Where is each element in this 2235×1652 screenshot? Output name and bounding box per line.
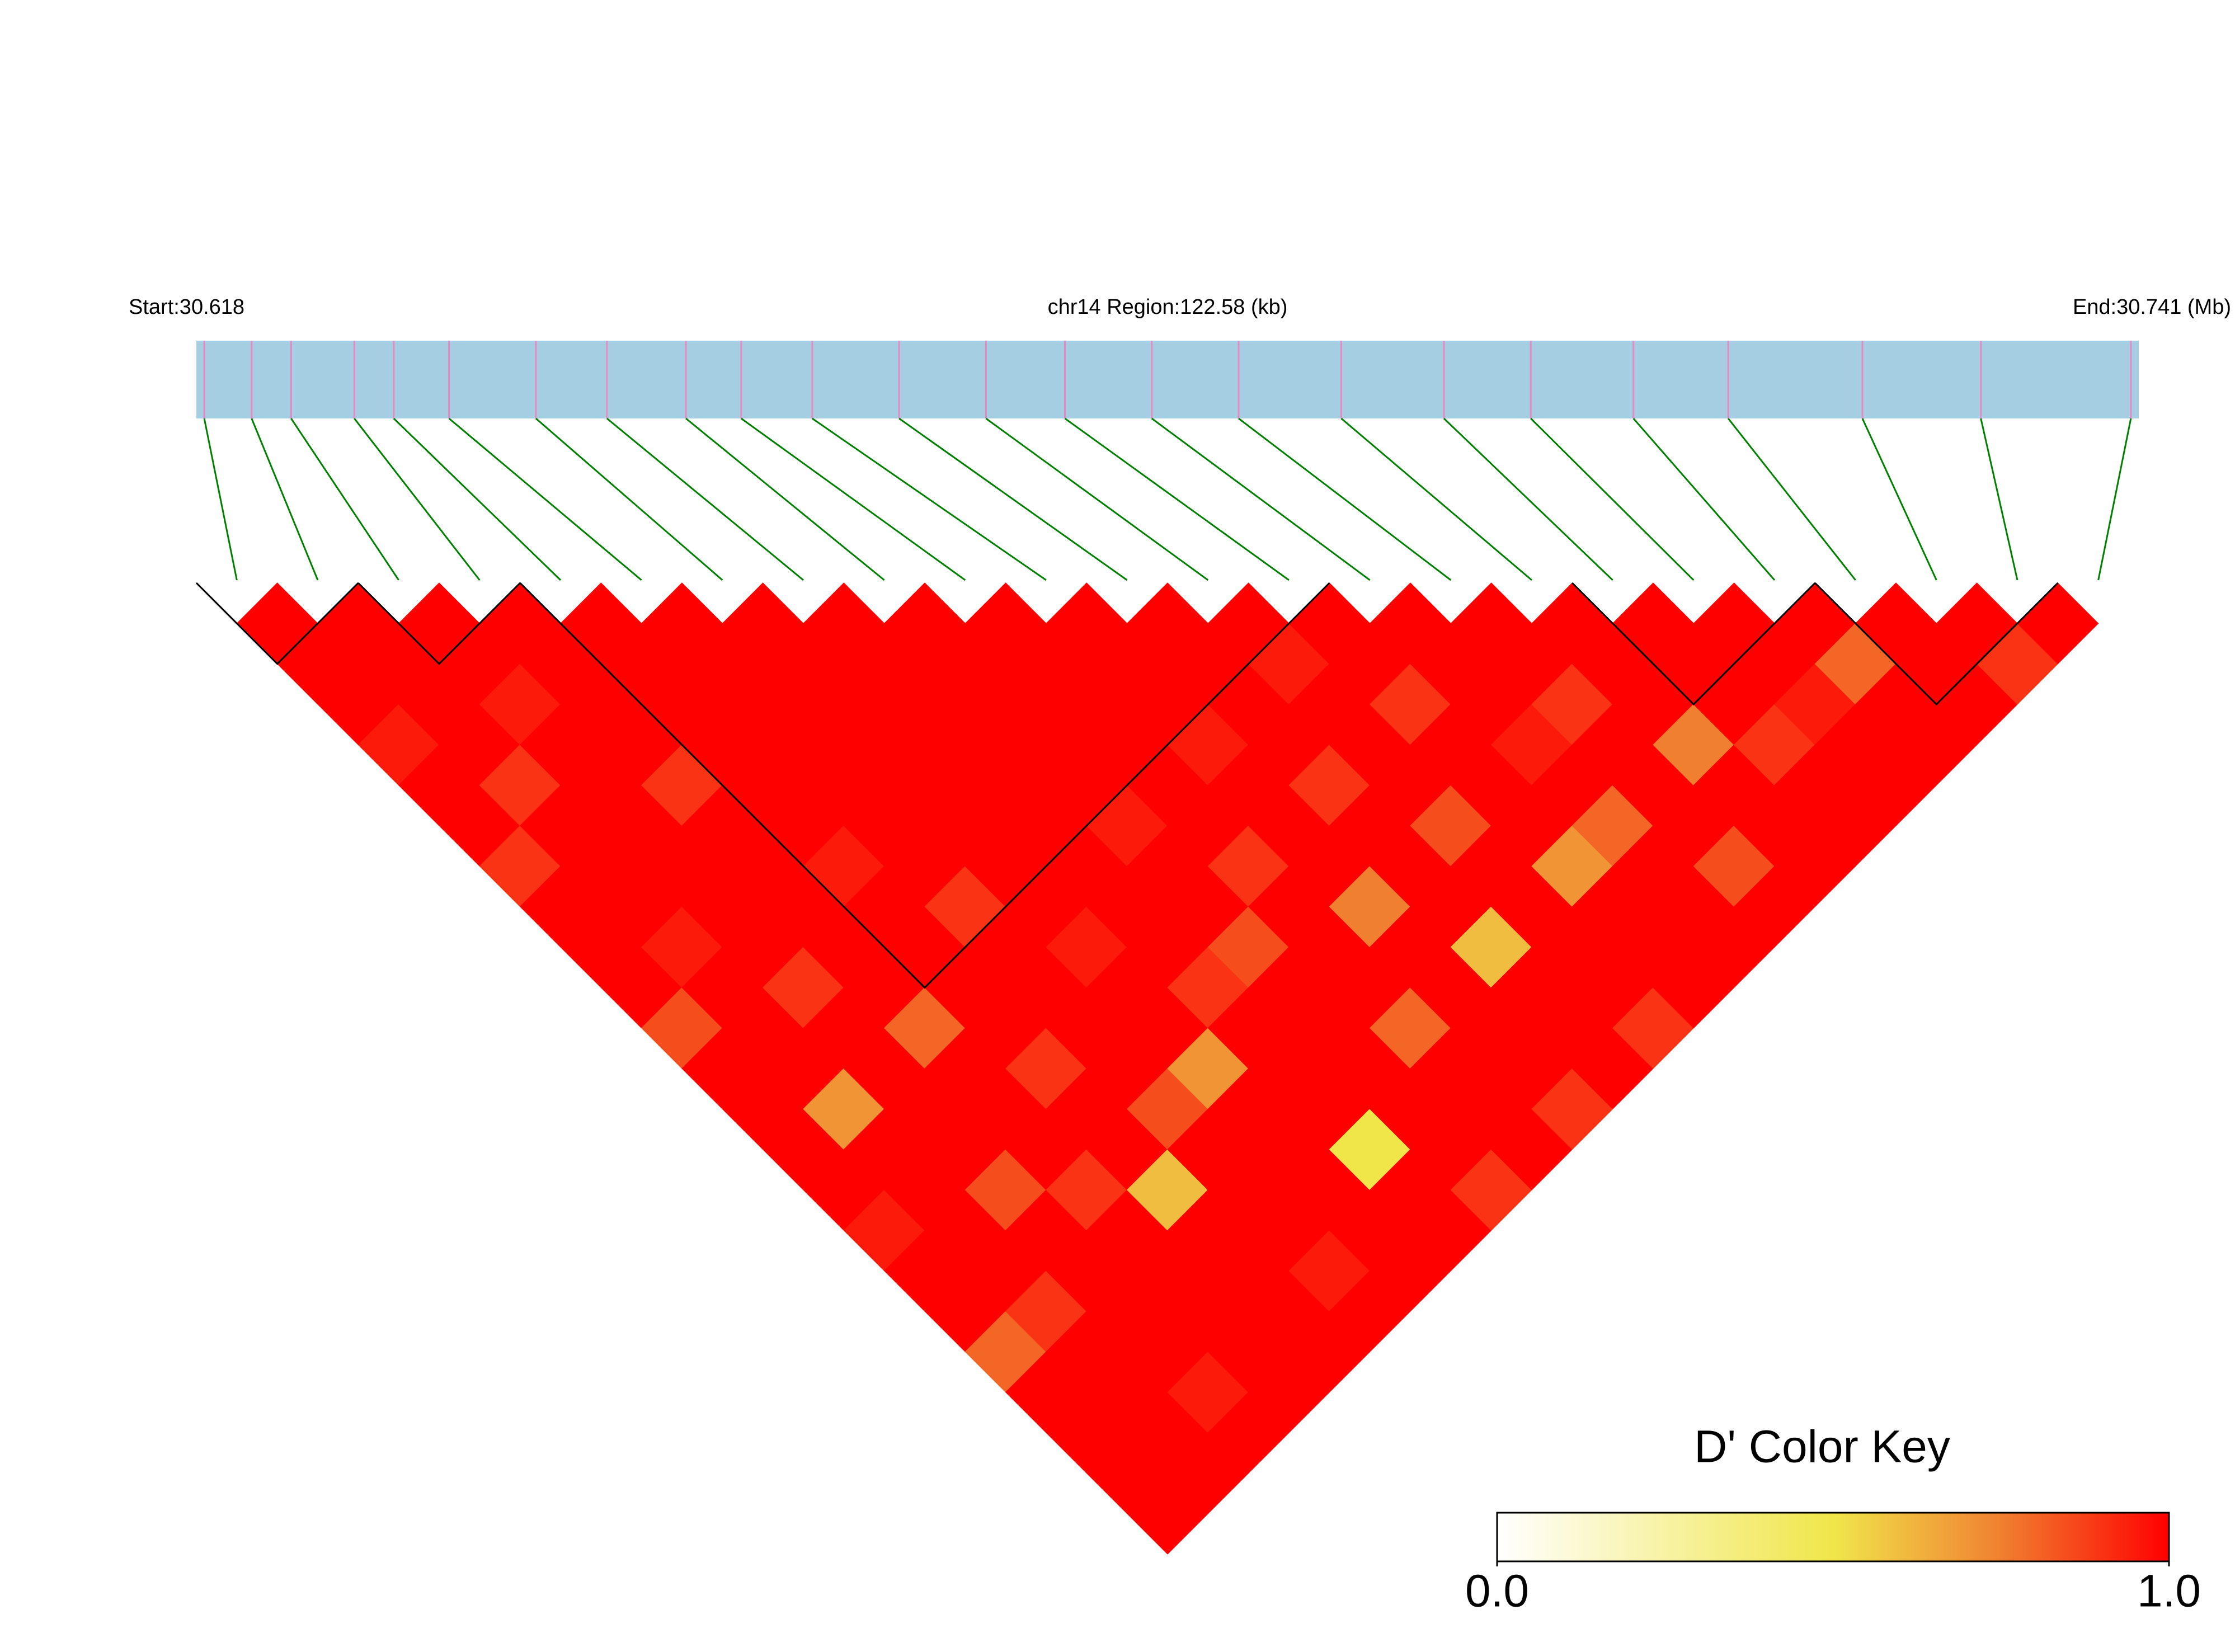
snp-connector bbox=[393, 417, 562, 581]
ld-block bbox=[1571, 582, 1816, 706]
snp-connector bbox=[2097, 418, 2132, 581]
snp-connector bbox=[535, 417, 723, 581]
end-label: End:30.741 (Mb) bbox=[2073, 295, 2231, 319]
snp-bar bbox=[196, 341, 2139, 418]
region-label: chr14 Region:122.58 (kb) bbox=[1048, 295, 1288, 319]
color-key-tick-label: 0.0 bbox=[1465, 1566, 1529, 1617]
ld-block bbox=[519, 582, 1330, 989]
snp-connector bbox=[812, 417, 1047, 581]
snp-connector bbox=[1238, 417, 1452, 581]
snp-connector bbox=[606, 417, 804, 581]
color-key-tick-label: 1.0 bbox=[2137, 1566, 2201, 1617]
color-key-title: D' Color Key bbox=[1694, 1422, 1950, 1472]
snp-connector bbox=[1530, 417, 1695, 581]
snp-connector bbox=[1632, 418, 1776, 581]
snp-connector bbox=[203, 418, 238, 581]
snp-connector bbox=[1861, 418, 1937, 581]
snp-connector bbox=[354, 418, 481, 581]
ld-block bbox=[357, 582, 521, 665]
snp-connector bbox=[1340, 417, 1532, 581]
snp-connector bbox=[1151, 417, 1371, 581]
snp-connector bbox=[985, 417, 1209, 581]
snp-connector bbox=[1727, 418, 1856, 581]
snp-connector bbox=[448, 417, 642, 581]
start-label: Start:30.618 bbox=[129, 295, 244, 319]
ld-block bbox=[1814, 582, 2059, 706]
snp-connector bbox=[251, 418, 319, 581]
snp-connector bbox=[898, 417, 1128, 581]
snp-connector bbox=[685, 417, 885, 581]
color-key-bar bbox=[1496, 1512, 2170, 1562]
snp-connector bbox=[1443, 417, 1613, 581]
ld-block bbox=[195, 582, 359, 665]
snp-connector bbox=[740, 417, 966, 581]
snp-connector bbox=[290, 418, 399, 581]
snp-connector bbox=[1064, 417, 1290, 581]
snp-connector bbox=[1980, 418, 2018, 581]
